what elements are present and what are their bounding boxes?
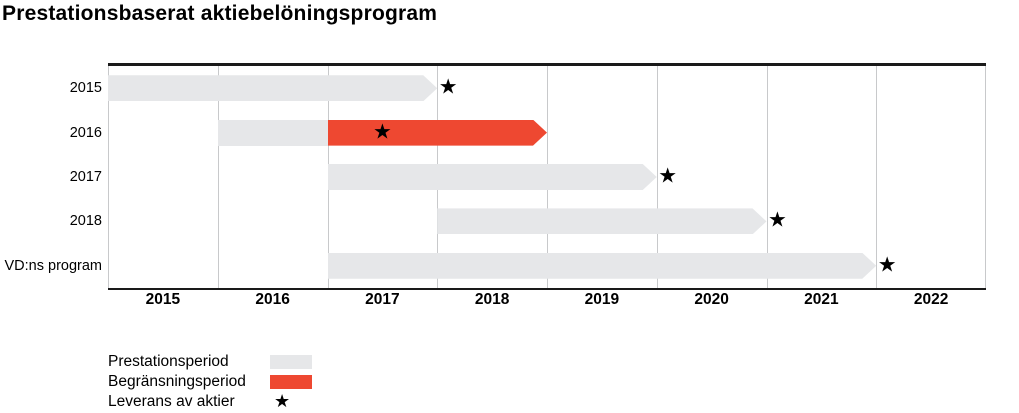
x-axis-label: 2020 (694, 291, 729, 308)
legend: Prestationsperiod Begränsningsperiod Lev… (108, 352, 316, 412)
chart-title: Prestationsbaserat aktiebelöningsprogram (2, 2, 438, 25)
delivery-star-icon: ★ (274, 391, 291, 412)
gridline (766, 66, 768, 288)
row-label: 2018 (69, 213, 102, 230)
gridline (217, 66, 219, 288)
bar-prestationsperiod (328, 164, 657, 190)
gridline (656, 66, 658, 288)
x-axis-label: 2016 (255, 291, 290, 308)
row-label: VD:ns program (4, 257, 102, 274)
delivery-star-icon: ★ (768, 208, 787, 233)
bar-prestationsperiod (328, 253, 877, 279)
gridline (108, 66, 109, 288)
delivery-star-icon: ★ (658, 163, 678, 188)
legend-label-prestationsperiod: Prestationsperiod (108, 353, 229, 370)
row-label: 2015 (69, 80, 102, 97)
y-axis-labels: 2015 2016 2017 2018 VD:ns program (0, 66, 102, 288)
x-axis-labels: 2015 2016 2017 2018 2019 2020 2021 2022 (108, 291, 986, 313)
gridline (985, 66, 986, 288)
legend-label-leverans: Leverans av aktier (108, 393, 235, 410)
row-label: 2016 (69, 124, 102, 141)
delivery-star-icon: ★ (877, 252, 897, 277)
prestationsperiod-swatch (270, 355, 312, 369)
plot-area: ★ ★ ★ ★ ★ (108, 63, 986, 290)
row-label: 2017 (69, 169, 102, 185)
x-axis-label: 2015 (145, 291, 181, 308)
x-axis-label: 2021 (804, 291, 839, 308)
gridline (876, 66, 878, 288)
x-axis-label: 2018 (474, 291, 510, 308)
legend-item-begransningsperiod: Begränsningsperiod (108, 372, 316, 392)
delivery-star-icon: ★ (438, 74, 458, 99)
bar-prestationsperiod (217, 119, 328, 146)
legend-item-leverans: Leverans av aktier ★ (108, 392, 316, 412)
x-axis-label: 2022 (913, 291, 949, 308)
bar-prestationsperiod (108, 75, 437, 101)
legend-label-begransningsperiod: Begränsningsperiod (108, 373, 246, 390)
delivery-star-icon: ★ (372, 119, 392, 144)
legend-item-prestationsperiod: Prestationsperiod (108, 352, 316, 372)
x-axis-label: 2017 (365, 291, 400, 308)
begransningsperiod-swatch (270, 375, 312, 389)
bar-begransningsperiod (328, 120, 548, 146)
bar-prestationsperiod (437, 208, 766, 234)
x-axis-label: 2019 (584, 291, 620, 308)
